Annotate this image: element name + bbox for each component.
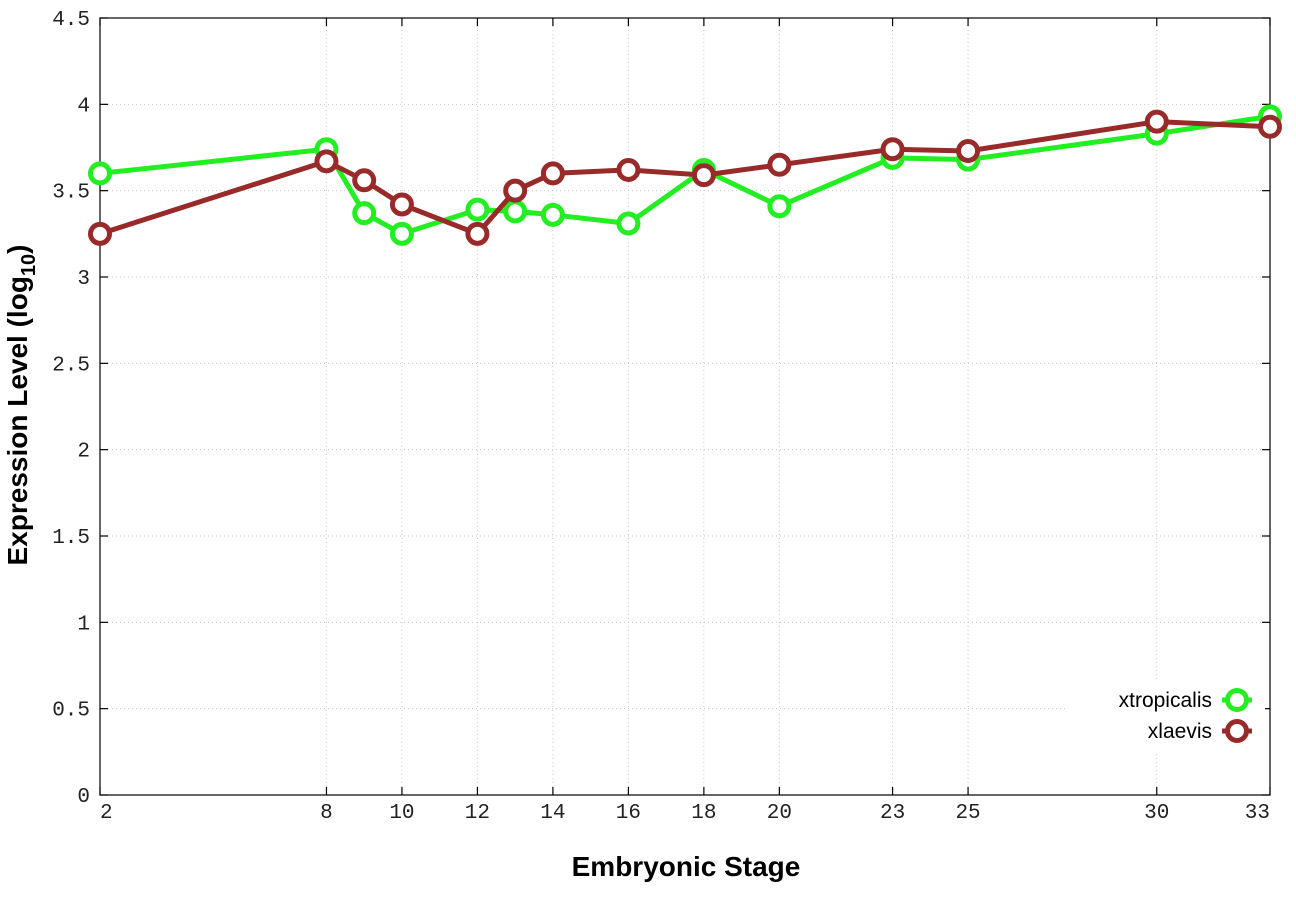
legend-marker bbox=[1225, 719, 1249, 743]
x-tick-label: 10 bbox=[389, 802, 414, 825]
data-point bbox=[389, 221, 414, 246]
y-tick-label: 1.5 bbox=[52, 527, 90, 550]
data-point bbox=[88, 161, 112, 186]
data-point bbox=[389, 192, 414, 217]
data-point bbox=[767, 152, 792, 177]
x-tick-label: 33 bbox=[1245, 802, 1270, 825]
y-tick-label: 2 bbox=[77, 441, 90, 464]
plot-frame bbox=[99, 17, 1271, 796]
y-tick-label: 2.5 bbox=[52, 354, 90, 377]
y-axis-title-close: ) bbox=[2, 245, 33, 254]
y-axis-title: Expression Level (log10) bbox=[2, 245, 40, 566]
x-tick-label: 8 bbox=[320, 802, 333, 825]
x-tick-label: 25 bbox=[955, 802, 980, 825]
y-tick-label: 1 bbox=[77, 613, 90, 636]
x-tick-label: 16 bbox=[616, 802, 641, 825]
y-tick-label: 0 bbox=[77, 786, 90, 809]
data-point bbox=[352, 168, 377, 193]
grid bbox=[100, 18, 1270, 795]
data-point bbox=[540, 202, 565, 227]
x-tick-label: 20 bbox=[767, 802, 792, 825]
data-point bbox=[1144, 109, 1169, 134]
x-axis-title: Embryonic Stage bbox=[572, 851, 801, 882]
x-tick-label: 30 bbox=[1144, 802, 1169, 825]
data-point bbox=[503, 178, 528, 203]
data-point bbox=[616, 157, 641, 182]
data-point bbox=[880, 137, 905, 162]
data-point bbox=[616, 211, 641, 236]
y-tick-label: 4 bbox=[77, 95, 90, 118]
legend: xtropicalis xlaevis bbox=[1065, 680, 1265, 754]
data-point bbox=[352, 201, 377, 226]
x-tick-label: 12 bbox=[465, 802, 490, 825]
data-point bbox=[956, 138, 981, 163]
data-point bbox=[540, 161, 565, 186]
y-tick-label: 0.5 bbox=[52, 700, 90, 723]
x-tick-label: 14 bbox=[540, 802, 565, 825]
y-tick-label: 4.5 bbox=[52, 9, 90, 32]
legend-marker bbox=[1225, 688, 1249, 712]
x-tick-label: 18 bbox=[691, 802, 716, 825]
data-point bbox=[1258, 114, 1282, 139]
y-tick-label: 3.5 bbox=[52, 182, 90, 205]
axis-ticks: 0 0.5 1 1.5 2 2.5 3 3.5 4 4.5 2 8 10 12 14 16 18 20 23 25 30… bbox=[52, 9, 1271, 825]
series-layer bbox=[88, 104, 1282, 246]
y-axis-title-subscript: 10 bbox=[18, 254, 40, 276]
y-tick-label: 3 bbox=[77, 268, 90, 291]
data-point bbox=[88, 221, 112, 246]
x-tick-label: 23 bbox=[880, 802, 905, 825]
legend-label: xlaevis bbox=[1148, 720, 1212, 743]
data-point bbox=[465, 197, 490, 222]
x-tick-label: 2 bbox=[100, 802, 113, 825]
legend-label: xtropicalis bbox=[1119, 689, 1212, 712]
y-axis-title-main: Expression Level (log bbox=[2, 276, 33, 565]
series-line bbox=[99, 119, 1271, 237]
data-point bbox=[691, 163, 716, 188]
series-xlaevis bbox=[88, 109, 1282, 246]
data-point bbox=[503, 199, 528, 224]
data-point bbox=[767, 194, 792, 219]
data-point bbox=[465, 221, 490, 246]
data-point bbox=[314, 149, 339, 174]
